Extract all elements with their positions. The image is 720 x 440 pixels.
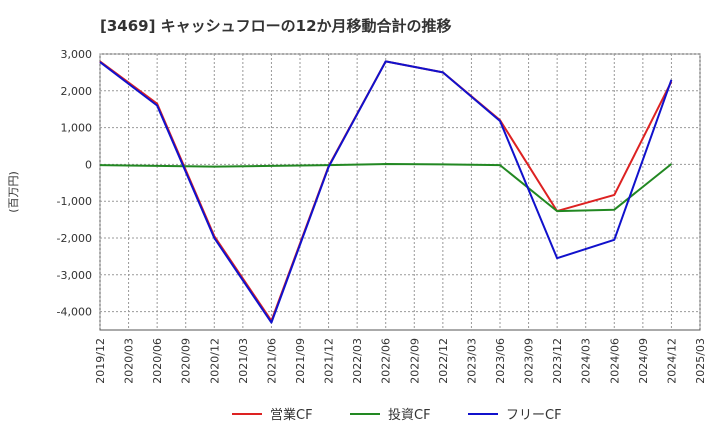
legend: 営業CF 投資CF フリーCF — [232, 407, 562, 423]
grid-lines — [99, 53, 701, 330]
x-tick-label: 2024/03 — [580, 338, 593, 384]
x-tick-label: 2022/12 — [437, 338, 450, 384]
y-tick-label: -1,000 — [57, 195, 92, 208]
x-tick-label: 2024/09 — [637, 338, 650, 384]
x-tick-label: 2021/12 — [323, 338, 336, 384]
x-tick-label: 2023/12 — [551, 338, 564, 384]
x-tick-label: 2022/03 — [351, 338, 364, 384]
x-tick-label: 2023/06 — [494, 338, 507, 384]
series-lines — [99, 60, 673, 324]
x-tick-label: 2020/09 — [180, 338, 193, 384]
chart-title: [3469] キャッシュフローの12か月移動合計の推移 — [100, 17, 452, 35]
x-tick-label: 2021/06 — [265, 338, 278, 384]
y-tick-label: -2,000 — [57, 232, 92, 245]
y-tick-label: 2,000 — [61, 85, 93, 98]
legend-label: フリーCF — [506, 408, 562, 423]
x-tick-label: 2020/06 — [151, 338, 164, 384]
y-axis-label: (百万円) — [7, 171, 20, 213]
x-tick-label: 2024/06 — [608, 338, 621, 384]
x-tick-label: 2021/09 — [294, 338, 307, 384]
legend-label: 投資CF — [388, 407, 431, 423]
x-tick-label: 2023/09 — [523, 338, 536, 384]
series-line — [99, 60, 673, 324]
x-tick-label: 2020/12 — [208, 338, 221, 384]
y-tick-label: 1,000 — [61, 122, 93, 135]
y-tick-label: 3,000 — [61, 48, 93, 61]
x-axis-ticks: 2019/12 2020/03 2020/06 2020/09 2020/12 2021/… — [94, 338, 707, 384]
x-tick-label: 2019/12 — [94, 338, 107, 384]
x-tick-label: 2022/06 — [380, 338, 393, 384]
x-tick-label: 2023/03 — [465, 338, 478, 384]
series-line — [99, 163, 673, 213]
x-tick-label: 2022/09 — [408, 338, 421, 384]
y-axis-ticks: 3,000 2,000 1,000 0 -1,000 -2,000 -3,000 -4,000 — [57, 48, 92, 319]
y-tick-label: 0 — [85, 158, 92, 171]
y-tick-label: -3,000 — [57, 269, 92, 282]
x-tick-label: 2024/12 — [665, 338, 678, 384]
x-tick-label: 2021/03 — [237, 338, 250, 384]
x-tick-label: 2020/03 — [123, 338, 136, 384]
y-tick-label: -4,000 — [57, 306, 92, 319]
x-tick-label: 2025/03 — [694, 338, 707, 384]
legend-label: 営業CF — [270, 407, 313, 423]
plot-area — [99, 53, 701, 331]
